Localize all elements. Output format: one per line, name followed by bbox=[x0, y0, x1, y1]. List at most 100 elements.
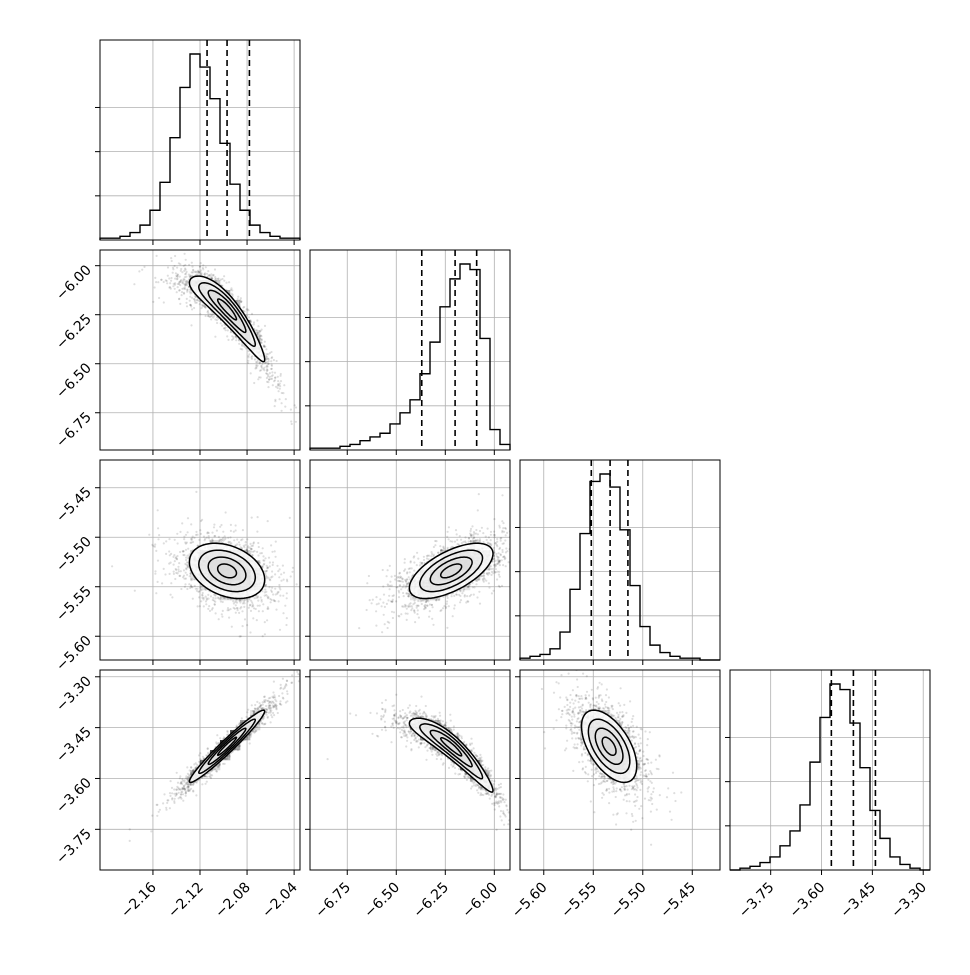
sample-point bbox=[245, 541, 247, 543]
sample-point bbox=[528, 533, 530, 535]
sample-point bbox=[240, 300, 242, 302]
histogram-bar bbox=[200, 67, 210, 240]
sample-point bbox=[133, 283, 135, 285]
sample-point bbox=[281, 410, 283, 412]
sample-point bbox=[240, 348, 242, 350]
sample-point bbox=[186, 291, 188, 293]
histogram-bar bbox=[770, 857, 780, 870]
sample-point bbox=[290, 409, 292, 411]
sample-point bbox=[174, 265, 176, 267]
sample-point bbox=[248, 607, 250, 609]
sample-point bbox=[189, 296, 191, 298]
panel-grid-3-3 bbox=[725, 670, 930, 875]
sample-point bbox=[272, 374, 274, 376]
sample-point bbox=[416, 613, 418, 615]
sample-point bbox=[205, 600, 207, 602]
sample-point bbox=[227, 329, 229, 331]
sample-point bbox=[283, 579, 285, 581]
sample-point bbox=[258, 546, 260, 548]
sample-point bbox=[185, 273, 187, 275]
sample-point bbox=[493, 590, 495, 592]
sample-point bbox=[157, 538, 159, 540]
sample-point bbox=[138, 270, 140, 272]
sample-point bbox=[165, 279, 167, 281]
sample-point bbox=[262, 368, 264, 370]
sample-point bbox=[421, 562, 423, 564]
sample-point bbox=[217, 278, 219, 280]
sample-point bbox=[417, 558, 419, 560]
sample-point bbox=[382, 602, 384, 604]
sample-point bbox=[148, 534, 150, 536]
sample-point bbox=[234, 544, 236, 546]
sample-point bbox=[490, 531, 492, 533]
sample-point bbox=[271, 551, 273, 553]
sample-point bbox=[154, 570, 156, 572]
sample-point bbox=[456, 533, 458, 535]
sample-point bbox=[423, 556, 425, 558]
sample-point bbox=[268, 557, 270, 559]
sample-point bbox=[266, 381, 268, 383]
sample-point bbox=[186, 282, 188, 284]
sample-point bbox=[228, 541, 230, 543]
sample-point bbox=[275, 609, 277, 611]
sample-point bbox=[186, 555, 188, 557]
sample-point bbox=[502, 522, 504, 524]
sample-point bbox=[495, 568, 497, 570]
sample-point bbox=[457, 543, 459, 545]
sample-point bbox=[235, 339, 237, 341]
sample-point bbox=[404, 562, 406, 564]
sample-point bbox=[180, 588, 182, 590]
sample-point bbox=[500, 554, 502, 556]
sample-point bbox=[221, 616, 223, 618]
sample-point bbox=[182, 282, 184, 284]
sample-point bbox=[477, 509, 479, 511]
sample-point bbox=[496, 538, 498, 540]
sample-point bbox=[280, 380, 282, 382]
sample-point bbox=[193, 537, 195, 539]
sample-point bbox=[155, 281, 157, 283]
sample-point bbox=[389, 565, 391, 567]
sample-point bbox=[210, 595, 212, 597]
sample-point bbox=[176, 291, 178, 293]
sample-point bbox=[202, 267, 204, 269]
sample-point bbox=[468, 540, 470, 542]
sample-point bbox=[192, 271, 194, 273]
histogram-bar bbox=[360, 441, 370, 450]
sample-point bbox=[470, 528, 472, 530]
histogram-bar bbox=[850, 723, 860, 870]
sample-point bbox=[215, 278, 217, 280]
histogram-bar bbox=[240, 210, 250, 240]
sample-point bbox=[238, 541, 240, 543]
sample-point bbox=[279, 388, 281, 390]
sample-point bbox=[393, 611, 395, 613]
sample-point bbox=[211, 315, 213, 317]
sample-point bbox=[265, 348, 267, 350]
sample-point bbox=[197, 273, 199, 275]
sample-point bbox=[418, 617, 420, 619]
sample-point bbox=[189, 587, 191, 589]
histogram-steps bbox=[520, 474, 720, 660]
sample-point bbox=[454, 604, 456, 606]
sample-point bbox=[227, 607, 229, 609]
sample-point bbox=[170, 277, 172, 279]
sample-point bbox=[400, 613, 402, 615]
sample-point bbox=[244, 310, 246, 312]
sample-point bbox=[283, 572, 285, 574]
histogram-bar bbox=[180, 87, 190, 240]
sample-point bbox=[210, 318, 212, 320]
sample-point bbox=[227, 537, 229, 539]
sample-point bbox=[275, 593, 277, 595]
sample-point bbox=[183, 265, 185, 267]
sample-point bbox=[271, 357, 273, 359]
sample-point bbox=[439, 610, 441, 612]
sample-point bbox=[213, 526, 215, 528]
sample-point bbox=[180, 270, 182, 272]
sample-point bbox=[290, 420, 292, 422]
sample-point bbox=[258, 361, 260, 363]
sample-point bbox=[244, 618, 246, 620]
sample-point bbox=[170, 288, 172, 290]
sample-point bbox=[186, 564, 188, 566]
sample-point bbox=[274, 405, 276, 407]
sample-point bbox=[446, 600, 448, 602]
sample-point bbox=[179, 284, 181, 286]
